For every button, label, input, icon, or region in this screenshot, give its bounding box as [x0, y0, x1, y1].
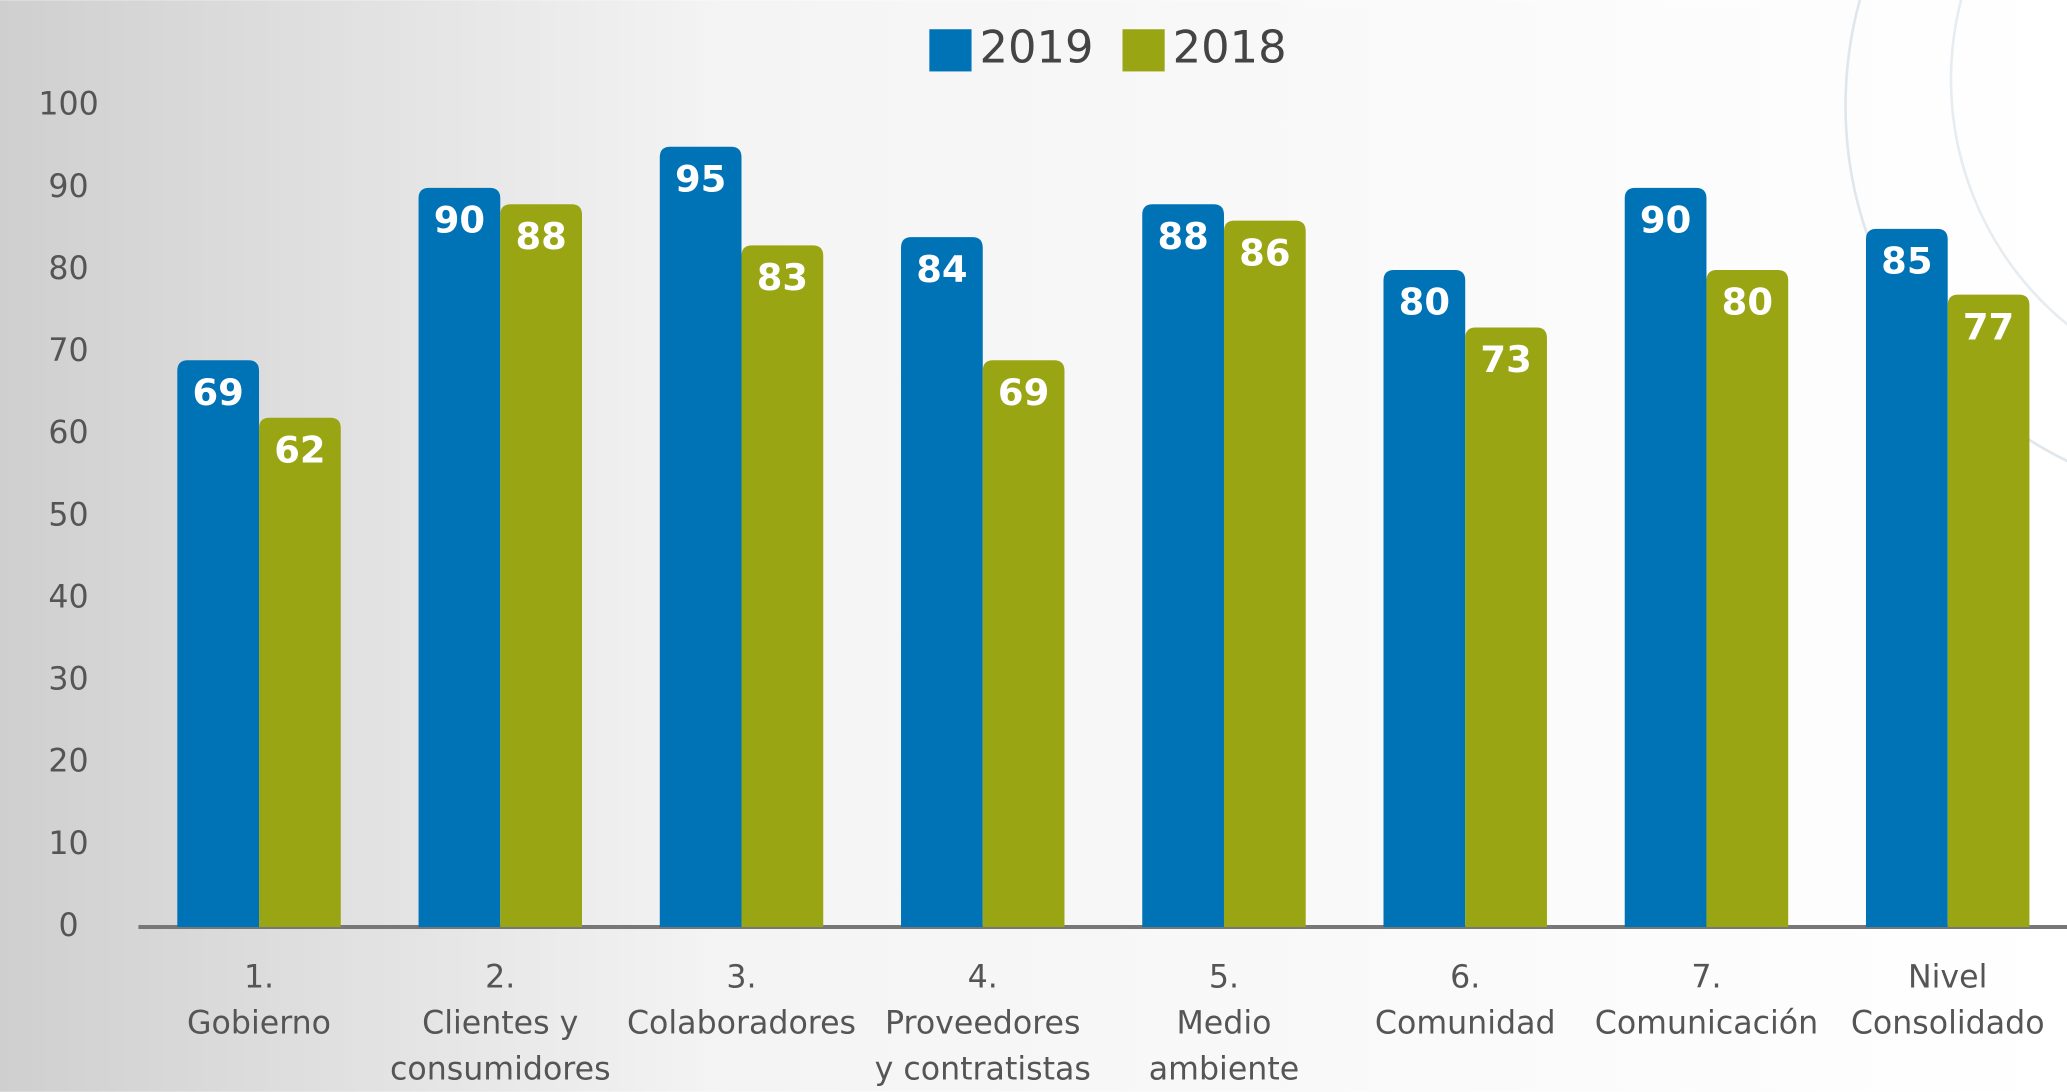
x-tick-label: Nivel Consolidado: [1851, 959, 2045, 1041]
value-label: 73: [1480, 338, 1531, 381]
bar: [1465, 327, 1547, 927]
x-tick-label-line: Colaboradores: [627, 1006, 856, 1042]
value-label: 85: [1881, 240, 1932, 283]
y-tick-label: 80: [48, 251, 88, 287]
value-label: 77: [1963, 305, 2014, 348]
bar: [901, 237, 983, 927]
y-tick-label: 50: [48, 497, 88, 533]
decoration: [1949, 0, 2067, 326]
x-tick-label-line: y contratistas: [875, 1052, 1091, 1088]
x-tick-label-line: 6.: [1450, 959, 1480, 995]
y-tick-label: 10: [48, 826, 88, 862]
y-tick-label: 90: [48, 169, 88, 205]
bar: [741, 245, 824, 927]
y-tick-label: 30: [48, 662, 88, 698]
bar: [982, 360, 1065, 927]
x-tick-label-line: Gobierno: [187, 1006, 331, 1042]
x-tick-label: 1. Gobierno: [187, 959, 331, 1041]
value-label: 84: [916, 248, 967, 291]
value-label: 83: [757, 256, 808, 299]
x-tick-label-line: Medio: [1177, 1006, 1272, 1042]
x-tick-label-line: Proveedores: [885, 1006, 1080, 1042]
x-tick-label-line: 1.: [244, 959, 274, 995]
x-tick-label-line: 5.: [1209, 959, 1239, 995]
bar: [1142, 204, 1224, 927]
value-label: 88: [1157, 215, 1208, 258]
x-tick-label-line: Clientes y: [422, 1006, 578, 1042]
x-tick-label-line: ambiente: [1149, 1052, 1299, 1088]
x-tick-label-line: Nivel: [1908, 959, 1987, 995]
bar: [177, 360, 260, 927]
legend-swatch: [929, 29, 972, 72]
x-tick-label-line: Consolidado: [1851, 1006, 2045, 1042]
bar: [1865, 228, 1948, 927]
x-tick-label: 2. Clientes y consumidores: [390, 959, 611, 1087]
value-label: 80: [1722, 281, 1773, 324]
x-tick-label-line: 4.: [968, 959, 998, 995]
y-tick-label: 20: [48, 744, 88, 780]
bar: [659, 146, 742, 927]
legend-swatch: [1122, 29, 1165, 72]
x-tick-label: 5. Medio ambiente: [1149, 959, 1299, 1087]
bar: [1706, 269, 1789, 927]
y-tick-label: 60: [48, 415, 88, 451]
y-tick-label: 0: [58, 908, 78, 944]
value-label: 95: [675, 158, 726, 201]
bar: [418, 187, 501, 927]
bar: [1624, 187, 1707, 927]
x-tick-label: 3. Colaboradores: [627, 959, 856, 1041]
bar: [500, 204, 583, 927]
legend-label: 2018: [1173, 20, 1287, 73]
bar: [1223, 220, 1306, 927]
value-label: 90: [434, 199, 485, 242]
x-tick-label: 7. Comunicación: [1595, 959, 1818, 1041]
value-label: 90: [1640, 199, 1691, 242]
x-tick-label-line: consumidores: [390, 1052, 611, 1088]
x-tick-label: 6. Comunidad: [1375, 959, 1556, 1041]
value-label: 62: [274, 429, 325, 472]
value-label: 86: [1239, 231, 1290, 274]
y-tick-label: 40: [48, 579, 88, 615]
x-tick-label-line: Comunidad: [1375, 1006, 1556, 1042]
x-tick-label-line: 2.: [485, 959, 515, 995]
legend-label: 2019: [979, 20, 1093, 73]
value-label: 80: [1399, 281, 1450, 324]
value-label: 69: [998, 371, 1049, 414]
x-tick-label-line: 7.: [1691, 959, 1721, 995]
x-tick-label-line: 3.: [726, 959, 756, 995]
x-tick-label-line: Comunicación: [1595, 1006, 1818, 1042]
y-tick-label: 70: [48, 333, 88, 369]
bar: [259, 417, 341, 927]
bar: [1383, 269, 1466, 927]
value-label: 69: [192, 371, 243, 414]
decoration: [1844, 0, 2067, 463]
y-tick-label: 100: [38, 87, 98, 123]
value-label: 88: [515, 215, 566, 258]
x-tick-label: 4. Proveedores y contratistas: [875, 959, 1091, 1087]
bar: [1947, 294, 2030, 927]
